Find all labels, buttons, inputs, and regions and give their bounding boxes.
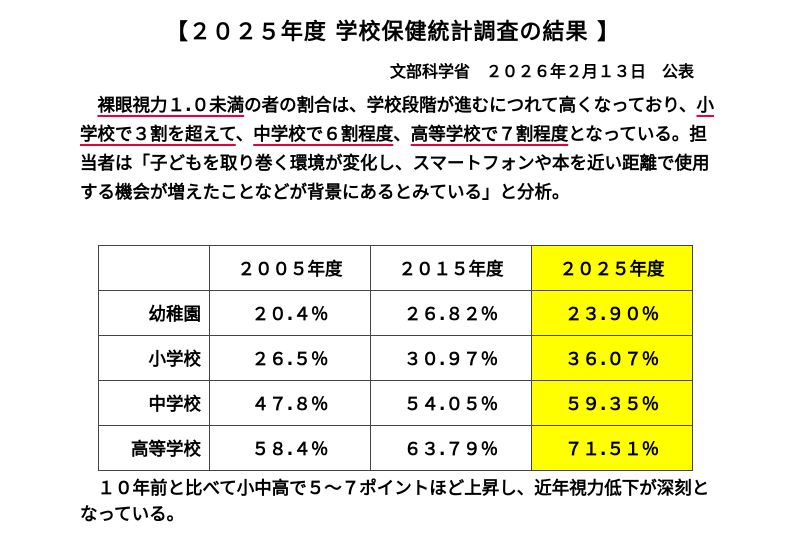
header-cell-empty — [98, 245, 210, 291]
table-row: 高等学校 ５８.４％ ６３.７９％ ７１.５１％ — [98, 425, 693, 471]
table-cell: ４７.８％ — [209, 380, 371, 426]
row-label: 小学校 — [98, 335, 210, 381]
table-cell: ３０.９７％ — [370, 335, 532, 381]
underlined-phrase-junior-high: 中学校で６割程度 — [253, 125, 394, 145]
table-cell-highlighted: ３６.０７％ — [531, 335, 693, 381]
table-row: 中学校 ４７.８％ ５４.０５％ ５９.３５％ — [98, 380, 693, 426]
table-row: 小学校 ２６.５％ ３０.９７％ ３６.０７％ — [98, 335, 693, 381]
table-cell: ２０.４％ — [209, 290, 371, 336]
table-cell-highlighted: ５９.３５％ — [531, 380, 693, 426]
summary-paragraph: 裸眼視力１.０未満の者の割合は、学校段階が進むにつれて高くなっており、小学校で３… — [80, 92, 720, 208]
table-header-row: ２００５年度 ２０１５年度 ２０２５年度 — [98, 245, 693, 291]
underlined-phrase-high-school: 高等学校で７割程度 — [410, 125, 569, 145]
paragraph-text: となっている。担当者は「子どもを取り巻く環境が変化し、スマートフォンや本を近い距… — [80, 125, 710, 203]
table-cell: ２６.８２％ — [370, 290, 532, 336]
vision-statistics-table: ２００５年度 ２０１５年度 ２０２５年度 幼稚園 ２０.４％ ２６.８２％ ２３… — [98, 245, 693, 471]
paragraph-text: 、 — [393, 125, 411, 145]
paragraph-text: の者の割合は、学校段階が進むにつれて高くなっており、 — [244, 96, 697, 116]
table-cell: ５８.４％ — [209, 425, 371, 471]
table-cell: ６３.７９％ — [370, 425, 532, 471]
conclusion-paragraph: １０年前と比べて小中高で５～７ポイントほど上昇し、近年視力低下が深刻となっている… — [80, 476, 720, 528]
table-row: 幼稚園 ２０.４％ ２６.８２％ ２３.９０％ — [98, 290, 693, 336]
row-label: 幼稚園 — [98, 290, 210, 336]
conclusion-text: １０年前と比べて小中高で５～７ポイントほど上昇し、近年視力低下が深刻となっている… — [80, 479, 710, 525]
publication-byline: 文部科学省 ２０２６年２月１３日 公表 — [389, 62, 694, 81]
table-cell: ２６.５％ — [209, 335, 371, 381]
underlined-phrase-vision: 裸眼視力１.０未満 — [97, 96, 245, 116]
paragraph-text: 、 — [235, 125, 254, 145]
header-cell-2025: ２０２５年度 — [531, 245, 693, 291]
row-label: 高等学校 — [98, 425, 210, 471]
table-cell: ５４.０５％ — [370, 380, 532, 426]
table-cell-highlighted: ７１.５１％ — [531, 425, 693, 471]
header-cell-2015: ２０１５年度 — [370, 245, 532, 291]
header-cell-2005: ２００５年度 — [209, 245, 371, 291]
underlined-phrase-elementary: 小学校で３割を超えて — [80, 96, 715, 145]
row-label: 中学校 — [98, 380, 210, 426]
page-title: 【２０２５年度 学校保健統計調査の結果 】 — [165, 20, 621, 45]
table-cell-highlighted: ２３.９０％ — [531, 290, 693, 336]
